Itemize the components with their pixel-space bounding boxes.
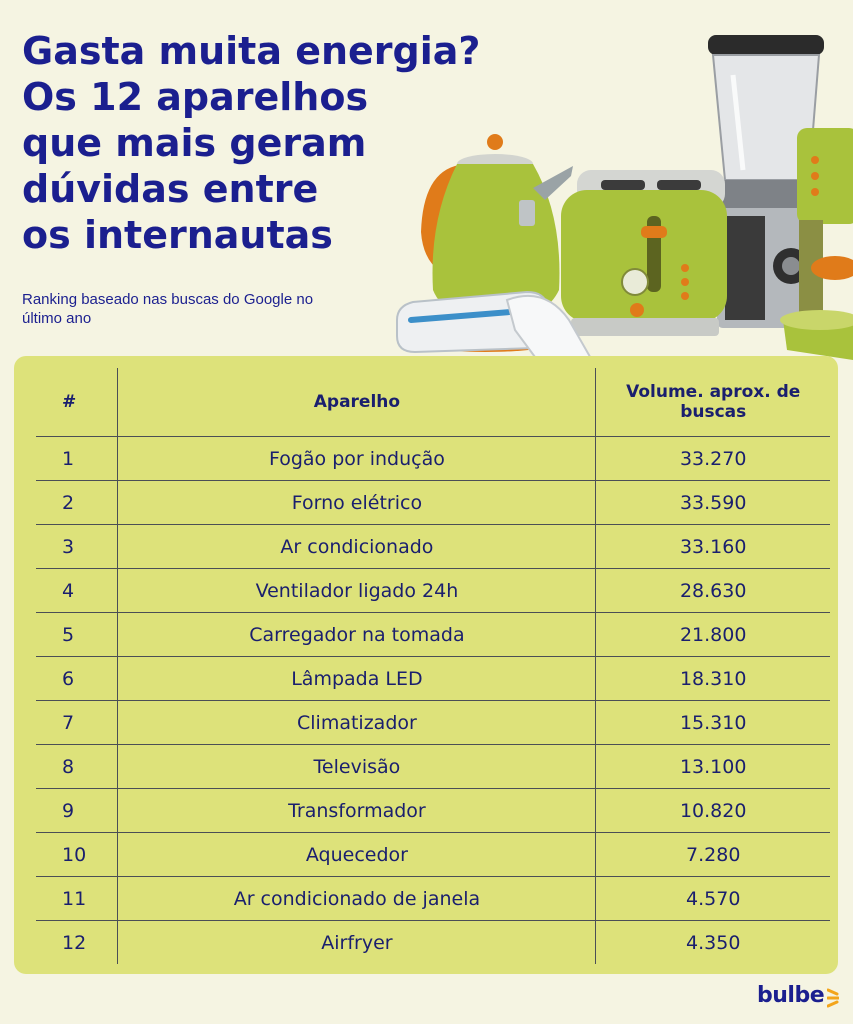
title-line: Gasta muita energia? <box>22 29 481 73</box>
table-row: 6 Lâmpada LED 18.310 <box>36 656 830 701</box>
table-row: 11 Ar condicionado de janela 4.570 <box>36 876 830 921</box>
volume-cell: 4.350 <box>686 931 741 954</box>
rank-cell: 12 <box>36 920 119 964</box>
logo-accent-icon <box>827 988 839 1008</box>
volume-cell: 33.270 <box>595 436 830 481</box>
appliance-cell: Ventilador ligado 24h <box>117 568 597 613</box>
appliance-cell: Ar condicionado de janela <box>117 876 597 921</box>
table-row: 12 Airfryer 4.350 <box>36 920 830 964</box>
mixer-icon <box>780 128 853 360</box>
volume-cell: 4.570 <box>595 876 830 921</box>
title-line: os internautas <box>22 213 333 257</box>
rank-cell: 10 <box>36 832 119 877</box>
rank-cell: 6 <box>36 656 119 701</box>
table-row: 8 Televisão 13.100 <box>36 744 830 789</box>
appliance-cell: Aquecedor <box>117 832 597 877</box>
table-row: 3 Ar condicionado 33.160 <box>36 524 830 569</box>
header-rank: # <box>36 368 119 437</box>
table-row: 5 Carregador na tomada 21.800 <box>36 612 830 657</box>
volume-cell: 33.160 <box>595 524 830 569</box>
appliance-cell: Carregador na tomada <box>117 612 597 657</box>
appliance-cell: Lâmpada LED <box>117 656 597 701</box>
volume-cell: 15.310 <box>595 700 830 745</box>
subtitle: Ranking baseado nas buscas do Google no … <box>22 291 314 327</box>
appliance-cell: Televisão <box>117 744 597 789</box>
rank-cell: 3 <box>36 524 119 569</box>
table-row: 10 Aquecedor 7.280 <box>36 832 830 877</box>
rank-cell: 2 <box>36 480 119 525</box>
table-header-row: # Aparelho Volume. aprox. de buscas <box>36 368 830 437</box>
rank-cell: 9 <box>36 788 119 833</box>
title-line: Os 12 aparelhos <box>22 75 369 119</box>
rank-cell: 1 <box>36 436 119 481</box>
appliance-cell: Forno elétrico <box>117 480 597 525</box>
appliance-cell: Airfryer <box>117 920 597 964</box>
table-row: 9 Transformador 10.820 <box>36 788 830 833</box>
volume-cell: 13.100 <box>595 744 830 789</box>
volume-cell: 28.630 <box>595 568 830 613</box>
rank-cell: 4 <box>36 568 119 613</box>
rank-cell: 5 <box>36 612 119 657</box>
appliance-cell: Fogão por indução <box>117 436 597 481</box>
appliance-cell: Climatizador <box>117 700 597 745</box>
volume-cell: 33.590 <box>595 480 830 525</box>
header-volume: Volume. aprox. de buscas <box>595 368 830 437</box>
table-row: 1 Fogão por indução 33.270 <box>36 436 830 481</box>
page-title: Gasta muita energia? Os 12 aparelhos que… <box>22 28 480 258</box>
header-appliance: Aparelho <box>117 368 597 437</box>
volume-cell: 7.280 <box>595 832 830 877</box>
rank-cell: 8 <box>36 744 119 789</box>
appliance-cell: Ar condicionado <box>117 524 597 569</box>
title-line: dúvidas entre <box>22 167 319 211</box>
table-row: 7 Climatizador 15.310 <box>36 700 830 745</box>
volume-cell: 18.310 <box>595 656 830 701</box>
volume-cell: 10.820 <box>595 788 830 833</box>
rank-cell: 11 <box>36 876 119 921</box>
appliance-cell: Transformador <box>117 788 597 833</box>
volume-cell: 21.800 <box>595 612 830 657</box>
title-line: que mais geram <box>22 121 367 165</box>
table-row: 4 Ventilador ligado 24h 28.630 <box>36 568 830 613</box>
ranking-table: # Aparelho Volume. aprox. de buscas 1 Fog… <box>36 368 830 964</box>
rank-cell: 7 <box>36 700 119 745</box>
toaster-icon <box>561 170 727 336</box>
brand-logo: bulbe <box>757 983 825 1008</box>
table-row: 2 Forno elétrico 33.590 <box>36 480 830 525</box>
appliances-illustration <box>396 35 853 398</box>
